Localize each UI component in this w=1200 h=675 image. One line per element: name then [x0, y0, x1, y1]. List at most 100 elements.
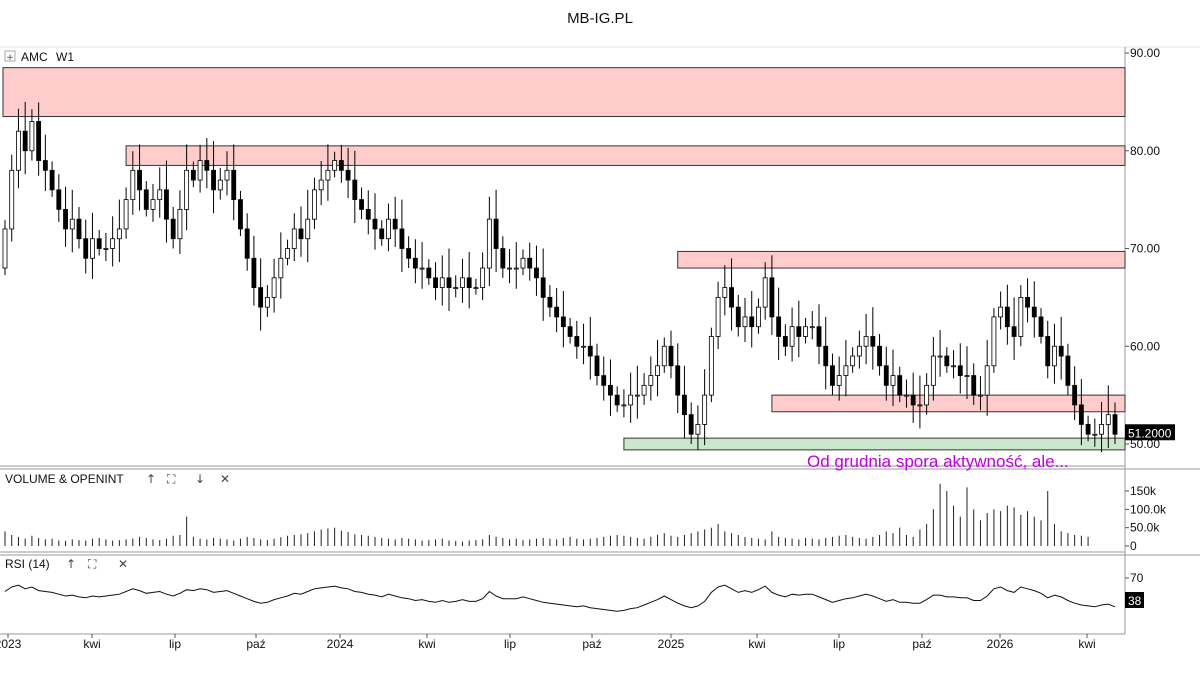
- price-tick-label: 90.00: [1130, 46, 1160, 60]
- candle-body: [850, 355, 856, 367]
- candle-body: [244, 228, 250, 259]
- candle-body: [904, 394, 909, 397]
- candle-body: [863, 336, 869, 347]
- candle-body: [729, 287, 734, 308]
- candle-body: [1112, 414, 1118, 435]
- candle-body: [1105, 414, 1111, 425]
- candle-body: [944, 355, 950, 367]
- arrow-up-icon[interactable]: ↑: [146, 472, 156, 486]
- candle-body: [843, 365, 849, 376]
- candle-body: [628, 394, 634, 406]
- resistance-zone: [125, 145, 1126, 166]
- candle-body: [264, 296, 270, 308]
- candle-body: [708, 336, 714, 396]
- plus-box-glyph: +: [6, 53, 14, 63]
- resistance-zone: [771, 394, 1126, 413]
- candle-body: [211, 169, 216, 191]
- time-tick-label: lip: [833, 637, 845, 651]
- time-tick-label: kwi: [418, 637, 435, 651]
- candle-body: [1099, 424, 1104, 435]
- candle-body: [312, 189, 317, 220]
- candle-body: [924, 384, 930, 406]
- candle-body: [971, 375, 977, 396]
- candle-body: [291, 228, 297, 249]
- candle-body: [184, 169, 190, 210]
- maximize-icon[interactable]: ⛶: [87, 557, 97, 571]
- time-tick-label: lip: [169, 637, 181, 651]
- candle-body: [392, 218, 398, 230]
- candle-body: [930, 355, 936, 386]
- candle-body: [937, 355, 943, 358]
- candle-body: [251, 257, 257, 288]
- candle-body: [998, 306, 1004, 318]
- candle-body: [527, 257, 533, 269]
- candle-body: [957, 365, 963, 376]
- arrow-up-icon[interactable]: ↑: [66, 557, 76, 571]
- time-tick-label: kwi: [83, 637, 100, 651]
- candle-body: [951, 365, 956, 368]
- candle-body: [883, 365, 889, 386]
- candle-body: [910, 394, 916, 406]
- candle-body: [809, 326, 815, 329]
- candle-body: [1018, 296, 1024, 337]
- candle-body: [406, 248, 412, 259]
- candle-body: [803, 326, 808, 337]
- candle-body: [164, 189, 169, 220]
- candle-body: [695, 424, 701, 435]
- candle-body: [742, 316, 748, 328]
- candle-body: [816, 326, 822, 347]
- maximize-icon[interactable]: ⛶: [166, 472, 176, 486]
- time-tick-label: 2026: [987, 637, 1014, 651]
- price-axis: 90.00 80.00 70.00 60.00 50.00: [1125, 46, 1160, 451]
- candle-body: [412, 257, 418, 269]
- candle-body: [305, 218, 311, 240]
- candle-body: [856, 345, 862, 357]
- candle-body: [2, 228, 8, 269]
- time-tick-label: 2024: [327, 637, 354, 651]
- arrow-down-icon[interactable]: ↓: [195, 472, 205, 486]
- last-price-tag: 51.2000: [1125, 424, 1175, 441]
- price-tick-label: 60.00: [1130, 339, 1160, 353]
- candle-body: [1058, 345, 1064, 357]
- candles-layer: [2, 101, 1118, 453]
- candle-body: [978, 394, 983, 397]
- candle-body: [735, 306, 741, 328]
- zones-layer: [2, 67, 1126, 451]
- candle-body: [473, 287, 479, 290]
- candle-body: [345, 169, 351, 181]
- price-panel-header: + AMC W1: [4, 50, 74, 64]
- time-tick-label: paź: [246, 637, 265, 651]
- candle-body: [231, 169, 237, 201]
- annotation-text: Od grudnia spora aktywność, ale...: [807, 452, 1069, 471]
- candle-body: [594, 355, 600, 376]
- close-icon[interactable]: ✕: [220, 472, 230, 486]
- candle-body: [1031, 306, 1037, 318]
- candle-body: [29, 121, 35, 152]
- candle-body: [749, 316, 755, 328]
- candle-body: [964, 375, 970, 377]
- volume-panel-header: VOLUME & OPENINT ↑ ⛶ ↓ ✕: [5, 472, 230, 486]
- candle-body: [16, 130, 21, 171]
- volume-axis: 150k 100.0k 50.0k 0: [1125, 484, 1167, 553]
- candle-body: [560, 316, 566, 328]
- volume-tick-label: 0: [1130, 539, 1137, 553]
- candle-body: [177, 208, 183, 240]
- candle-body: [130, 169, 136, 201]
- candle-body: [285, 248, 290, 259]
- candle-body: [661, 345, 667, 367]
- candle-body: [359, 199, 364, 210]
- close-icon[interactable]: ✕: [118, 557, 128, 571]
- candle-body: [991, 316, 997, 367]
- rsi-panel-title: RSI (14): [5, 557, 50, 571]
- time-tick-label: lip: [504, 637, 516, 651]
- plus-box-icon[interactable]: [4, 50, 16, 62]
- candle-body: [204, 160, 210, 171]
- time-tick-label: 2025: [658, 637, 685, 651]
- candle-body: [332, 160, 338, 171]
- time-axis: 2023 kwi lip paź 2024 kwi lip paź 2025 kwi lip paź 2…: [0, 634, 1096, 651]
- candle-body: [116, 228, 122, 240]
- candle-body: [63, 208, 68, 230]
- resistance-zone: [2, 67, 1126, 118]
- candle-body: [83, 238, 89, 259]
